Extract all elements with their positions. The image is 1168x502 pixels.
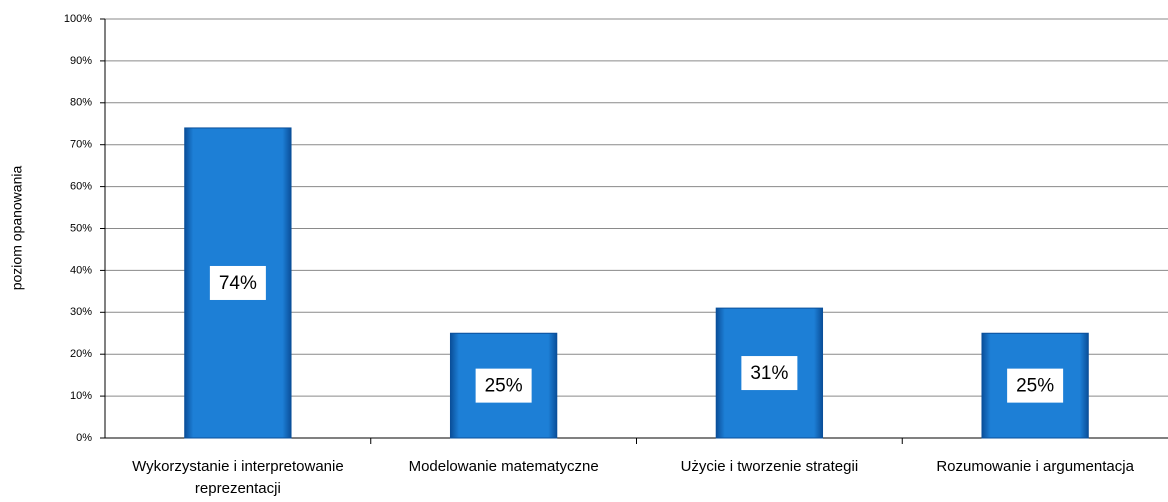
y-tick-label: 50% (70, 222, 92, 234)
value-label: 25% (1016, 376, 1054, 397)
value-label-box (741, 356, 798, 391)
value-label: 25% (485, 376, 523, 397)
value-label-box (1007, 368, 1064, 403)
value-label-box (475, 368, 532, 403)
y-tick-label: 70% (70, 139, 92, 151)
y-axis-label: poziom opanowania (9, 166, 25, 291)
x-tick-label: Użycie i tworzenie strategii (680, 458, 859, 475)
y-tick-label: 10% (70, 390, 92, 402)
y-tick-label: 0% (76, 432, 92, 444)
x-tick-label: Rozumowanie i argumentacja (936, 458, 1134, 475)
y-tick-label: 60% (70, 181, 92, 193)
x-tick-label: Wykorzystanie i interpretowanie reprezen… (132, 458, 344, 497)
value-label: 74% (219, 273, 257, 294)
y-tick-label: 30% (70, 306, 92, 318)
y-tick-label: 100% (64, 13, 92, 25)
y-tick-label: 90% (70, 55, 92, 67)
y-tick-label: 80% (70, 97, 92, 109)
y-tick-label: 20% (70, 348, 92, 360)
value-label: 31% (750, 363, 788, 384)
value-label-box (209, 265, 266, 300)
x-tick-label: Modelowanie matematyczne (408, 458, 599, 475)
y-tick-label: 40% (70, 264, 92, 276)
